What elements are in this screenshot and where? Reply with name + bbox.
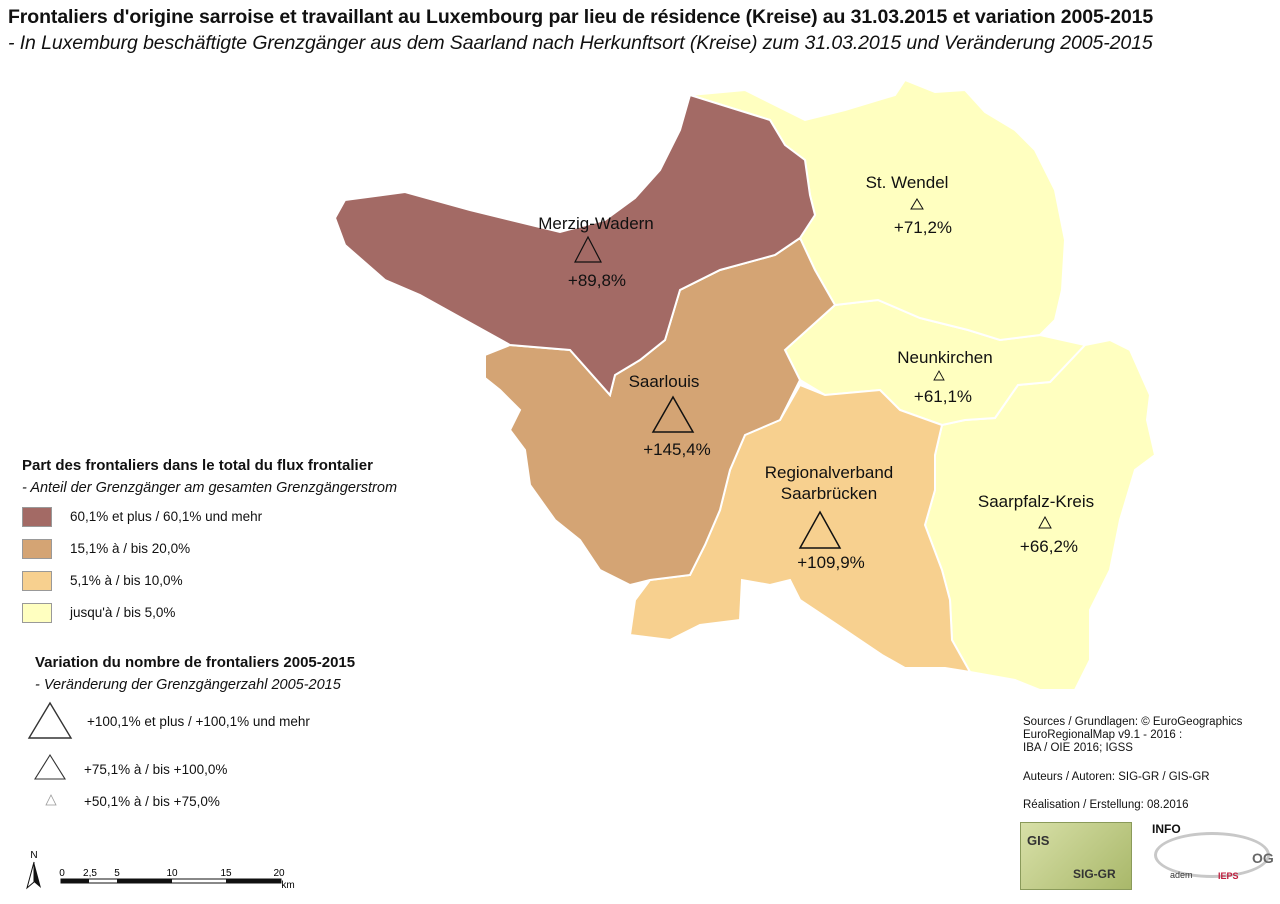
legend-swatch-0-5 bbox=[22, 603, 52, 623]
gis-logo-text: GIS bbox=[1027, 833, 1050, 848]
scale-tick-0: 0 bbox=[59, 868, 65, 879]
label-saarlouis: Saarlouis bbox=[629, 372, 700, 391]
triangle-saarpfalz-kreis bbox=[1038, 515, 1052, 529]
map-title-fr: Frontaliers d'origine sarroise et travai… bbox=[8, 6, 1154, 28]
ring-logo-icon bbox=[1154, 832, 1270, 878]
legend-swatch-15-20 bbox=[22, 539, 52, 559]
triangle-regionalverband-saarbruecken bbox=[798, 510, 842, 549]
legend-triangle-medium bbox=[34, 753, 66, 780]
triangle-merzig-wadern bbox=[574, 235, 602, 263]
change-saarpfalz-kreis: +66,2% bbox=[1020, 537, 1078, 556]
triangle-saarlouis bbox=[651, 395, 695, 433]
ieps-logo: IEPS bbox=[1218, 871, 1239, 881]
sig-logo-text: SIG-GR bbox=[1073, 867, 1116, 881]
sources-line-1: Sources / Grundlagen: © EuroGeographics bbox=[1023, 716, 1243, 728]
legend-label-60: 60,1% et plus / 60,1% und mehr bbox=[70, 509, 263, 524]
sig-gr-logo: GIS SIG-GR bbox=[1020, 822, 1132, 890]
triangle-st-wendel bbox=[910, 198, 924, 210]
legend-triangle-small bbox=[45, 794, 57, 806]
north-arrow-icon bbox=[34, 862, 41, 888]
change-st-wendel: +71,2% bbox=[894, 218, 952, 237]
legend-swatch-60 bbox=[22, 507, 52, 527]
legend-change-subheading: - Veränderung der Grenzgängerzahl 2005-2… bbox=[35, 677, 341, 693]
change-neunkirchen: +61,1% bbox=[914, 387, 972, 406]
sources-authors: Auteurs / Autoren: SIG-GR / GIS-GR bbox=[1023, 771, 1210, 783]
legend-swatch-5-10 bbox=[22, 571, 52, 591]
info-logo: INFO bbox=[1152, 822, 1181, 836]
map-title-de: - In Luxemburg beschäftigte Grenzgänger … bbox=[8, 32, 1153, 54]
label-st-wendel: St. Wendel bbox=[866, 173, 949, 192]
label-merzig-wadern: Merzig-Wadern bbox=[538, 214, 654, 233]
triangle-neunkirchen bbox=[933, 370, 945, 381]
region-regionalverband-saarbruecken[interactable] bbox=[628, 383, 972, 674]
sources-line-3: IBA / OIE 2016; IGSS bbox=[1023, 742, 1133, 754]
scale-tick-2-5: 2,5 bbox=[83, 868, 97, 879]
north-label: N bbox=[30, 850, 37, 861]
sources-realisation: Réalisation / Erstellung: 08.2016 bbox=[1023, 799, 1189, 811]
change-saarlouis: +145,4% bbox=[643, 440, 711, 459]
og-logo: OG bbox=[1252, 850, 1274, 866]
scale-tick-5: 5 bbox=[114, 868, 120, 879]
label-saarpfalz-kreis: Saarpfalz-Kreis bbox=[978, 492, 1094, 511]
legend-triangle-large bbox=[27, 701, 73, 739]
change-regionalverband-saarbruecken: +109,9% bbox=[797, 553, 865, 572]
legend-share-subheading: - Anteil der Grenzgänger am gesamten Gre… bbox=[22, 480, 398, 496]
scale-tick-10: 10 bbox=[166, 868, 178, 879]
legend-label-0-5: jusqu'à / bis 5,0% bbox=[70, 605, 176, 620]
label-saarbruecken: Saarbrücken bbox=[781, 484, 877, 503]
region-merzig-wadern[interactable] bbox=[333, 93, 817, 398]
label-neunkirchen: Neunkirchen bbox=[897, 348, 992, 367]
label-regionalverband: Regionalverband bbox=[765, 463, 894, 482]
sources-line-2: EuroRegionalMap v9.1 - 2016 : bbox=[1023, 729, 1183, 741]
north-arrow-half-icon bbox=[26, 861, 35, 890]
scale-bar bbox=[60, 878, 282, 884]
scale-tick-20: 20 bbox=[273, 868, 285, 879]
partner-logos: INFO adem IEPS OG bbox=[1140, 822, 1275, 888]
legend-change-heading: Variation du nombre de frontaliers 2005-… bbox=[35, 654, 356, 671]
legend-change-label-medium: +75,1% à / bis +100,0% bbox=[84, 762, 228, 777]
legend-change-label-small: +50,1% à / bis +75,0% bbox=[84, 794, 220, 809]
legend-label-15-20: 15,1% à / bis 20,0% bbox=[70, 541, 191, 556]
legend-change-label-large: +100,1% et plus / +100,1% und mehr bbox=[87, 714, 310, 729]
adem-logo: adem bbox=[1170, 870, 1193, 880]
scale-unit: km bbox=[281, 880, 294, 891]
legend-share-heading: Part des frontaliers dans le total du fl… bbox=[22, 457, 373, 474]
legend-label-5-10: 5,1% à / bis 10,0% bbox=[70, 573, 183, 588]
scale-tick-15: 15 bbox=[220, 868, 232, 879]
change-merzig-wadern: +89,8% bbox=[568, 271, 626, 290]
